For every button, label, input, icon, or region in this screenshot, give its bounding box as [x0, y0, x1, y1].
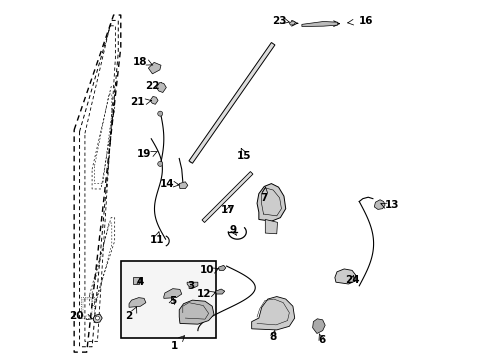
Text: 19: 19 — [137, 149, 151, 159]
Polygon shape — [187, 282, 198, 288]
Text: 8: 8 — [269, 332, 276, 342]
Bar — [121, 261, 215, 338]
Polygon shape — [334, 269, 355, 284]
Text: 9: 9 — [229, 225, 236, 235]
Text: 10: 10 — [199, 265, 214, 275]
Text: 20: 20 — [68, 311, 83, 320]
Polygon shape — [148, 62, 161, 74]
Text: 5: 5 — [169, 296, 176, 306]
Polygon shape — [179, 182, 187, 189]
Polygon shape — [188, 42, 274, 163]
Text: 2: 2 — [125, 311, 132, 320]
Polygon shape — [218, 265, 225, 270]
Polygon shape — [202, 172, 252, 222]
Circle shape — [158, 111, 163, 116]
Text: 23: 23 — [272, 17, 286, 27]
Polygon shape — [150, 96, 158, 104]
Polygon shape — [163, 289, 182, 298]
Text: 21: 21 — [130, 97, 144, 107]
Text: 1: 1 — [171, 341, 178, 351]
Text: 17: 17 — [221, 206, 235, 216]
Polygon shape — [129, 298, 145, 307]
Polygon shape — [265, 220, 277, 234]
Text: 24: 24 — [344, 275, 359, 285]
Polygon shape — [301, 22, 337, 27]
Polygon shape — [257, 184, 285, 221]
Polygon shape — [312, 319, 325, 333]
Text: 14: 14 — [160, 179, 174, 189]
Text: 16: 16 — [359, 17, 373, 27]
Polygon shape — [289, 21, 295, 25]
Polygon shape — [179, 300, 214, 324]
Text: 12: 12 — [197, 289, 211, 299]
Polygon shape — [373, 200, 384, 210]
Circle shape — [158, 161, 163, 166]
Text: 4: 4 — [136, 277, 143, 287]
Text: 6: 6 — [317, 334, 325, 345]
Polygon shape — [215, 289, 224, 294]
Text: 7: 7 — [260, 193, 267, 203]
Circle shape — [95, 316, 99, 320]
Text: 13: 13 — [384, 200, 398, 210]
Polygon shape — [156, 82, 166, 93]
Text: 18: 18 — [132, 57, 147, 67]
Text: 11: 11 — [149, 235, 163, 245]
Text: 15: 15 — [237, 150, 251, 161]
Polygon shape — [251, 297, 294, 330]
Text: 22: 22 — [144, 81, 159, 91]
Text: 3: 3 — [187, 281, 194, 291]
Polygon shape — [93, 314, 102, 323]
Polygon shape — [133, 277, 142, 284]
